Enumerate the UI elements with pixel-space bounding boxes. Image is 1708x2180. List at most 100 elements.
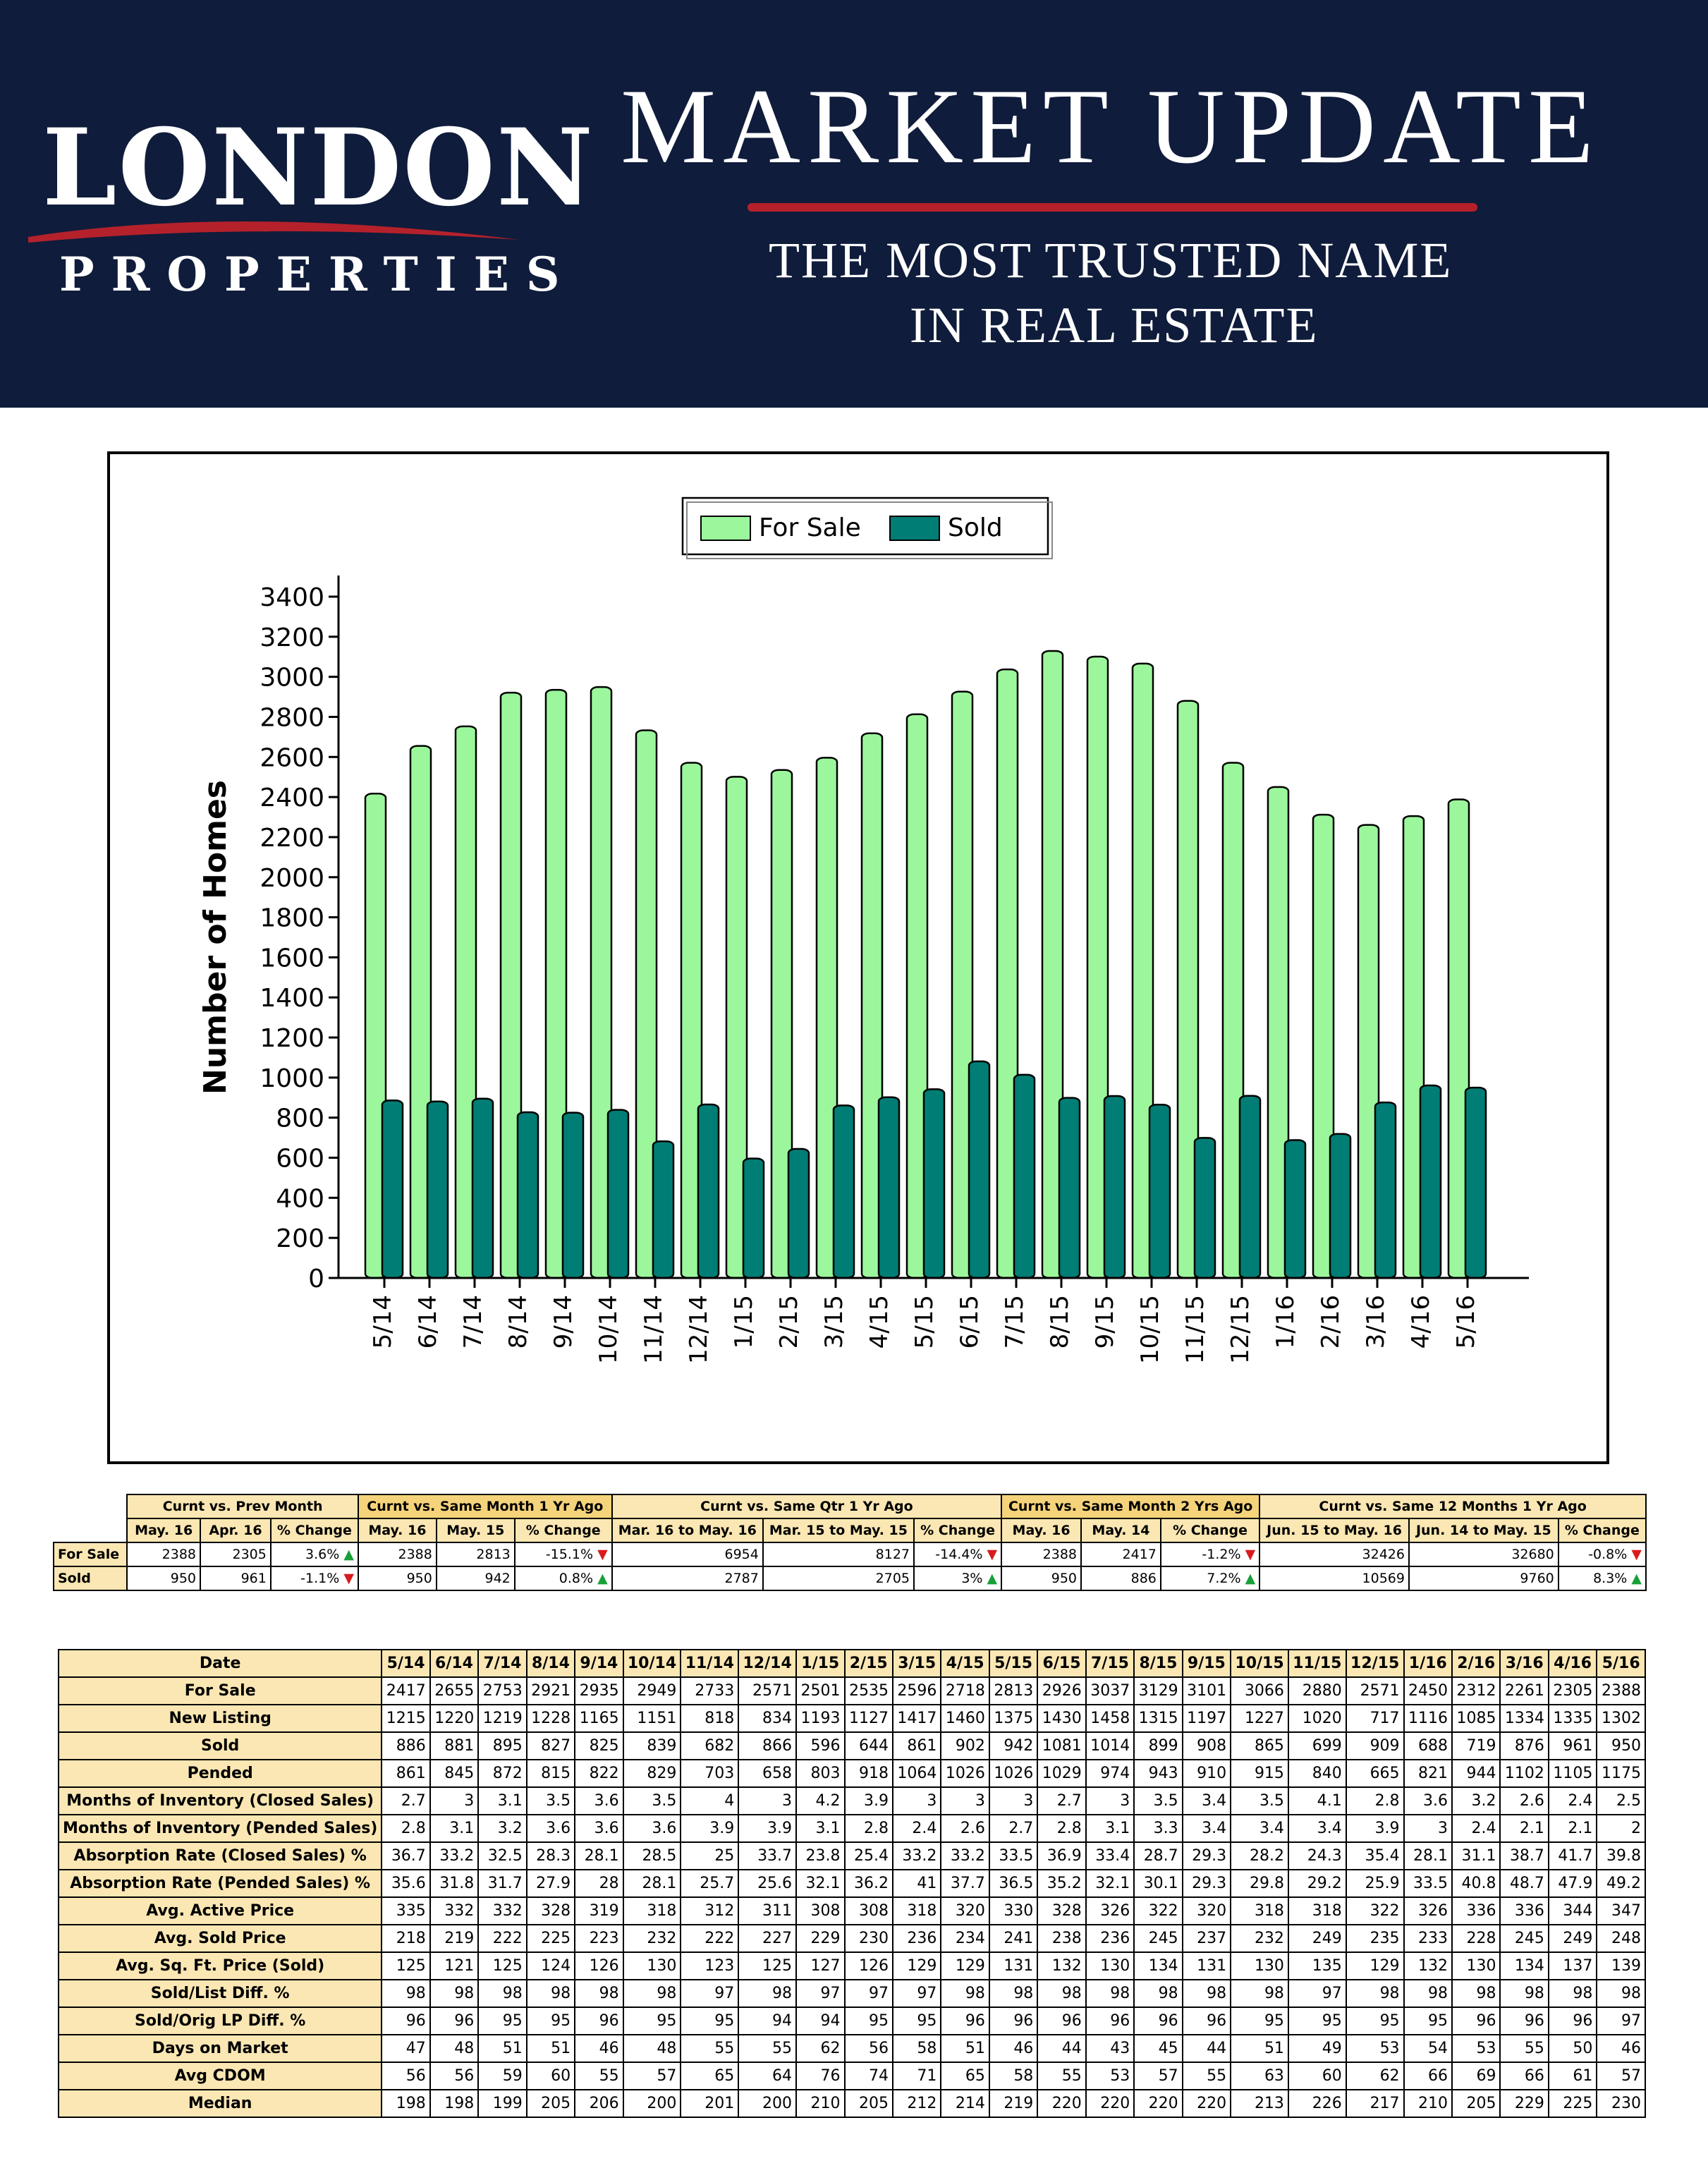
detail-value-cell: 58: [988, 2062, 1039, 2090]
detail-value-cell: 97: [680, 1979, 740, 2008]
detail-value-cell: 2450: [1403, 1676, 1453, 1705]
detail-value-cell: 815: [525, 1759, 576, 1788]
detail-value-cell: 1334: [1499, 1704, 1549, 1733]
bar-sold: [426, 1100, 449, 1279]
detail-date-column-header: 7/15: [1085, 1649, 1135, 1678]
detail-value-cell: 1335: [1547, 1704, 1598, 1733]
detail-value-cell: 28.1: [574, 1841, 624, 1870]
detail-value-cell: 95: [1403, 2007, 1453, 2035]
detail-value-cell: 28.2: [1230, 1841, 1289, 1870]
y-axis-title: Number of Homes: [197, 780, 233, 1095]
y-tick-label: 1600: [260, 944, 324, 973]
detail-value-cell: 33.7: [738, 1841, 798, 1870]
detail-value-cell: 201: [680, 2089, 740, 2118]
detail-value-cell: 234: [940, 1924, 990, 1953]
detail-value-cell: 827: [525, 1731, 576, 1760]
detail-value-cell: 205: [1451, 2089, 1501, 2118]
y-tick-label: 2800: [260, 703, 324, 732]
summary-column-header: % Change: [513, 1518, 613, 1543]
detail-value-cell: 3.6: [525, 1814, 576, 1843]
bar-sold: [1374, 1101, 1397, 1279]
detail-value-cell: 55: [738, 2034, 798, 2063]
summary-row-label: For Sale: [52, 1542, 128, 1567]
detail-date-column-header: 8/15: [1133, 1649, 1183, 1678]
detail-value-cell: 818: [680, 1704, 740, 1733]
detail-value-cell: 96: [988, 2007, 1039, 2035]
detail-value-cell: 54: [1403, 2034, 1453, 2063]
detail-value-cell: 65: [680, 2062, 740, 2090]
detail-value-cell: 127: [795, 1951, 846, 1980]
detail-value-cell: 205: [525, 2089, 576, 2118]
detail-value-cell: 33.4: [1085, 1841, 1135, 1870]
detail-value-cell: 95: [477, 2007, 527, 2035]
detail-value-cell: 3.5: [622, 1786, 682, 1815]
detail-value-cell: 840: [1287, 1759, 1347, 1788]
bar-sold: [1419, 1084, 1442, 1279]
detail-value-cell: 36.5: [988, 1869, 1039, 1898]
detail-value-cell: 35.2: [1037, 1869, 1087, 1898]
y-tick-label: 400: [276, 1184, 324, 1213]
detail-value-cell: 344: [1547, 1896, 1598, 1925]
detail-value-cell: 918: [843, 1759, 893, 1788]
summary-column-header: Jun. 15 to May. 16: [1259, 1518, 1410, 1543]
detail-value-cell: 44: [1037, 2034, 1087, 2063]
title-divider: [748, 203, 1477, 212]
detail-value-cell: 235: [1345, 1924, 1405, 1953]
detail-value-cell: 28.5: [622, 1841, 682, 1870]
detail-value-cell: 834: [738, 1704, 798, 1733]
detail-value-cell: 32.1: [1085, 1869, 1135, 1898]
summary-value-cell: 2388: [357, 1542, 437, 1567]
detail-value-cell: 51: [477, 2034, 527, 2063]
detail-row-label: New Listing: [57, 1704, 383, 1733]
detail-value-cell: 1460: [940, 1704, 990, 1733]
page-title: MARKET UPDATE: [621, 67, 1601, 185]
detail-value-cell: 236: [891, 1924, 942, 1953]
detail-value-cell: 3.1: [1085, 1814, 1135, 1843]
detail-value-cell: 220: [1085, 2089, 1135, 2118]
detail-value-cell: 55: [1037, 2062, 1087, 2090]
detail-value-cell: 98: [1596, 1979, 1646, 2008]
detail-value-cell: 3.1: [795, 1814, 846, 1843]
detail-value-cell: 95: [525, 2007, 576, 2035]
y-tick-label: 2400: [260, 784, 324, 812]
detail-value-cell: 229: [1499, 2089, 1549, 2118]
detail-value-cell: 336: [1451, 1896, 1501, 1925]
x-tick-label: 8/15: [1046, 1295, 1074, 1348]
detail-value-cell: 206: [574, 2089, 624, 2118]
summary-value-cell: 2388: [126, 1542, 202, 1567]
detail-value-cell: 2.7: [381, 1786, 431, 1815]
detail-value-cell: 2596: [891, 1676, 942, 1705]
detail-value-cell: 98: [1345, 1979, 1405, 2008]
summary-change-cell: 8.3% ▲: [1557, 1566, 1647, 1591]
detail-value-cell: 1302: [1596, 1704, 1646, 1733]
detail-row: Months of Inventory (Closed Sales) 2.7 3 3.…: [57, 1786, 1646, 1815]
detail-value-cell: 220: [1037, 2089, 1087, 2118]
x-tick-label: 3/16: [1362, 1295, 1390, 1348]
detail-value-cell: 944: [1451, 1759, 1501, 1788]
detail-row: New Listing 1215 1220 1219 1228 1165 1151 818 83…: [57, 1704, 1646, 1733]
detail-value-cell: 217: [1345, 2089, 1405, 2118]
detail-row: Sold/List Diff. % 98 98 98 98 98 98 97 98 97 97 97 9…: [57, 1979, 1646, 2008]
detail-value-cell: 2.7: [988, 1814, 1039, 1843]
detail-value-cell: 336: [1499, 1896, 1549, 1925]
detail-value-cell: 3: [1085, 1786, 1135, 1815]
x-tick-label: 7/14: [459, 1295, 487, 1348]
bar-sold: [381, 1100, 404, 1279]
detail-value-cell: 37.7: [940, 1869, 990, 1898]
summary-group-header: Curnt vs. Same Month 2 Yrs Ago: [1001, 1494, 1261, 1519]
detail-value-cell: 2921: [525, 1676, 576, 1705]
detail-value-cell: 55: [1499, 2034, 1549, 2063]
detail-value-cell: 1026: [988, 1759, 1039, 1788]
summary-value-cell: 2388: [1001, 1542, 1082, 1567]
detail-value-cell: 29.2: [1287, 1869, 1347, 1898]
detail-value-cell: 36.7: [381, 1841, 431, 1870]
detail-value-cell: 225: [1547, 2089, 1598, 2118]
detail-value-cell: 2.4: [891, 1814, 942, 1843]
detail-value-cell: 1151: [622, 1704, 682, 1733]
detail-value-cell: 39.8: [1596, 1841, 1646, 1870]
detail-value-cell: 2501: [795, 1676, 846, 1705]
detail-value-cell: 60: [1287, 2062, 1347, 2090]
detail-value-cell: 33.2: [891, 1841, 942, 1870]
detail-date-column-header: 12/14: [738, 1649, 798, 1678]
detail-value-cell: 32.5: [477, 1841, 527, 1870]
